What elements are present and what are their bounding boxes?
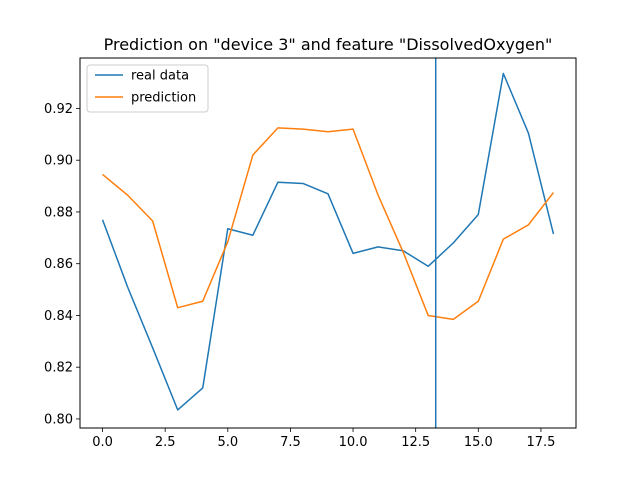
- x-tick-label: 15.0: [464, 435, 493, 450]
- x-tick-label: 5.0: [217, 435, 238, 450]
- series-line-0: [101, 72, 555, 411]
- x-tick-label: 10.0: [339, 435, 368, 450]
- y-axis: 0.80 0.82 0.84 0.86 0.88 0.90 0.92: [44, 102, 80, 427]
- plot-area: [101, 58, 555, 428]
- y-tick-label: 0.92: [44, 102, 73, 117]
- y-tick-label: 0.88: [44, 205, 73, 220]
- legend-label: prediction: [131, 91, 196, 106]
- y-tick-label: 0.84: [44, 309, 73, 324]
- x-tick-label: 7.5: [280, 435, 301, 450]
- x-tick-label: 2.5: [155, 435, 176, 450]
- series-line-1: [102, 127, 555, 321]
- y-tick-label: 0.80: [44, 412, 73, 427]
- x-tick-label: 12.5: [401, 435, 430, 450]
- x-tick-label: 17.5: [526, 435, 555, 450]
- legend: real data prediction: [86, 64, 209, 113]
- chart-title: Prediction on "device 3" and feature "Di…: [104, 35, 553, 54]
- y-tick-label: 0.82: [44, 361, 73, 376]
- x-tick-label: 0.0: [92, 435, 113, 450]
- axes-frame: [79, 57, 577, 429]
- legend-box: [86, 64, 209, 113]
- y-tick-label: 0.86: [44, 257, 73, 272]
- legend-label: real data: [131, 69, 189, 84]
- x-axis: 0.0 2.5 5.0 7.5 10.0 12.5 15.0 17.5: [92, 428, 555, 450]
- y-tick-label: 0.90: [44, 154, 73, 169]
